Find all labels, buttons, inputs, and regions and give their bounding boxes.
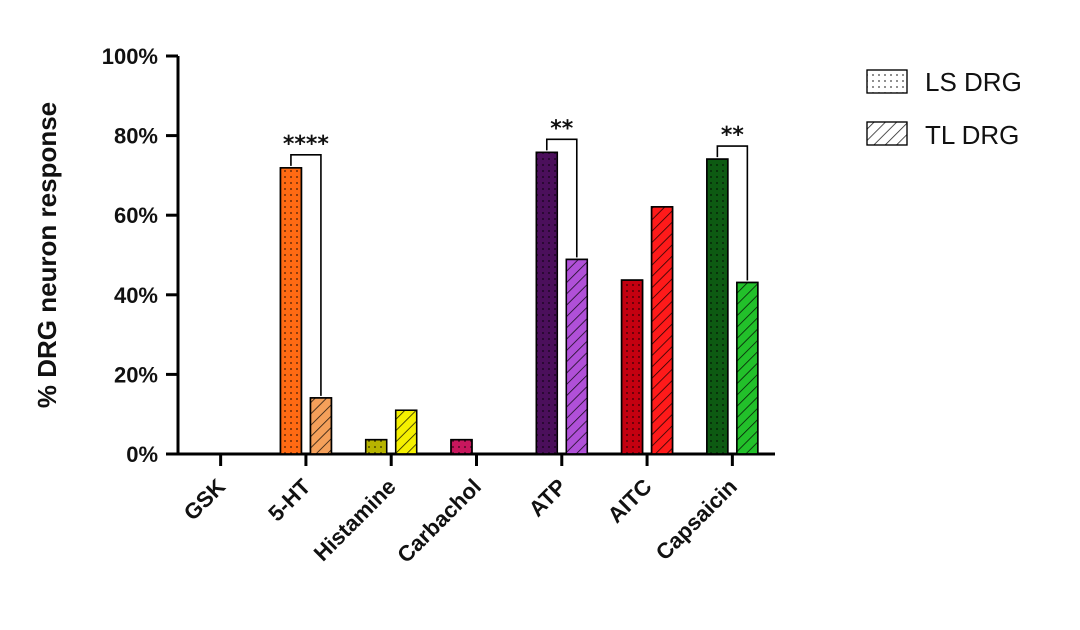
significance-label-5-ht: **** — [283, 132, 330, 157]
y-axis-label-group: % DRG neuron response — [32, 102, 62, 408]
y-tick-label: 40% — [114, 283, 158, 308]
x-tick-label-gsk: GSK — [179, 474, 230, 525]
significance-label-capsaicin: ** — [721, 123, 745, 148]
significance-bracket-5-ht — [290, 154, 322, 396]
significance-bracket-atp — [545, 138, 578, 258]
x-tick-label-capsaicin: Capsaicin — [651, 474, 742, 565]
bar-capsaicin-tl-drg-pattern — [736, 281, 759, 455]
bar-atp-tl-drg-pattern — [565, 258, 589, 455]
legend-label-ls-drg: LS DRG — [925, 67, 1022, 97]
y-tick-label: 100% — [102, 44, 158, 69]
x-tick-label-atp: ATP — [524, 474, 572, 522]
significance-annotations: ****** ** — [283, 116, 749, 396]
y-tick-label: 80% — [114, 124, 158, 149]
y-ticks: 0% 20% 40% 60% 80% 100% — [102, 44, 178, 467]
bars — [279, 151, 759, 455]
legend: LS DRG TL DRG — [866, 67, 1022, 150]
bar-aitc-tl-drg-pattern — [650, 206, 674, 455]
significance-label-atp: ** — [550, 116, 574, 141]
bar-histamine-ls-drg-pattern — [364, 438, 388, 455]
y-tick-label: 60% — [114, 203, 158, 228]
axes — [176, 56, 775, 456]
significance-bracket-capsaicin — [716, 145, 749, 281]
bar-5-ht-tl-drg-pattern — [309, 397, 333, 455]
x-tick-label-5-ht: 5-HT — [263, 473, 316, 526]
x-tick-label-aitc: AITC — [603, 474, 657, 528]
bar-atp-ls-drg-pattern — [535, 151, 559, 455]
bar-capsaicin-ls-drg-pattern — [706, 158, 729, 455]
bar-aitc-ls-drg-pattern — [620, 279, 644, 455]
legend-swatch-ls-drg-pattern — [866, 69, 908, 94]
x-tick-label-carbachol: Carbachol — [392, 474, 486, 568]
bar-carbachol-ls-drg-pattern — [450, 438, 473, 455]
bar-5-ht-ls-drg-pattern — [279, 167, 303, 455]
y-tick-label: 20% — [114, 362, 158, 387]
y-tick-label: 0% — [126, 442, 158, 467]
legend-swatch-tl-drg-pattern — [866, 121, 908, 146]
y-axis-label: % DRG neuron response — [32, 102, 62, 408]
legend-label-tl-drg: TL DRG — [925, 120, 1019, 150]
bar-histamine-tl-drg-pattern — [394, 409, 418, 455]
x-tick-label-histamine: Histamine — [309, 474, 401, 566]
